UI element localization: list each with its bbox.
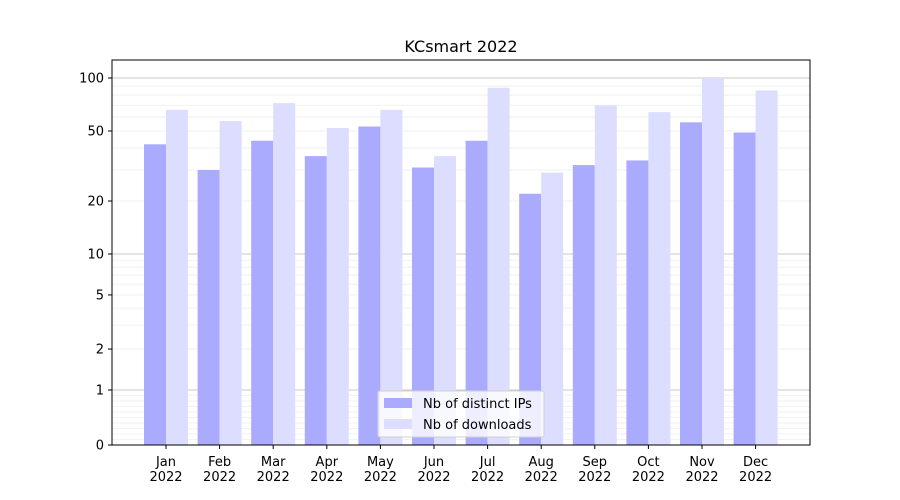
chart-title: KCsmart 2022	[404, 37, 517, 56]
bar-downloads	[166, 109, 188, 446]
bar-distinct-ips	[412, 167, 434, 446]
x-tick-label: Jun 2022	[417, 455, 450, 485]
bar-distinct-ips	[680, 122, 702, 445]
y-tick-label: 2	[96, 343, 104, 358]
bar-distinct-ips	[465, 140, 488, 446]
x-tick-label: Oct 2022	[632, 455, 665, 485]
bar-distinct-ips	[144, 144, 166, 446]
bar-distinct-ips	[358, 126, 381, 445]
legend-label: Nb of distinct IPs	[423, 397, 532, 412]
bar-downloads	[594, 105, 617, 445]
y-tick-label: 20	[87, 195, 104, 210]
bar-downloads	[434, 156, 456, 445]
bar-distinct-ips	[197, 170, 220, 445]
y-tick-label: 100	[79, 72, 104, 87]
y-tick-label: 50	[87, 124, 104, 139]
legend-swatch	[384, 398, 412, 408]
bar-distinct-ips	[733, 132, 756, 445]
legend: Nb of distinct IPs Nb of downloads	[377, 390, 545, 438]
x-tick-label: Dec 2022	[739, 455, 772, 485]
x-tick-label: Sep 2022	[578, 455, 611, 485]
bar-downloads	[219, 120, 242, 445]
plot-frame	[111, 59, 811, 446]
y-tick-label: 5	[96, 288, 104, 303]
bar-distinct-ips	[572, 165, 595, 445]
bar-downloads	[648, 112, 671, 445]
y-tick-label: 1	[96, 384, 104, 399]
bar-downloads	[487, 87, 510, 445]
bar-downloads	[273, 103, 296, 445]
x-tick-label: Mar 2022	[257, 455, 290, 485]
bar-downloads	[380, 109, 403, 446]
bar-distinct-ips	[304, 156, 327, 445]
legend-box	[377, 390, 545, 438]
x-tick-label: May 2022	[364, 455, 397, 485]
x-tick-label: Aug 2022	[525, 455, 558, 485]
legend-label: Nb of downloads	[423, 418, 532, 433]
bar-distinct-ips	[519, 193, 542, 445]
bar-downloads	[702, 78, 724, 445]
bar-downloads	[755, 90, 778, 445]
legend-swatch	[384, 419, 412, 429]
y-tick-label: 0	[96, 439, 104, 454]
x-tick-label: Jul 2022	[471, 455, 504, 485]
x-tick-label: Nov 2022	[685, 455, 718, 485]
bar-downloads	[326, 127, 349, 446]
bar-distinct-ips	[251, 140, 274, 446]
x-tick-label: Feb 2022	[203, 455, 236, 485]
x-tick-label: Jan 2022	[149, 455, 182, 485]
bar-downloads	[541, 172, 564, 445]
x-tick-label: Apr 2022	[310, 455, 343, 485]
y-tick-label: 10	[87, 248, 104, 263]
bar-distinct-ips	[626, 160, 649, 445]
